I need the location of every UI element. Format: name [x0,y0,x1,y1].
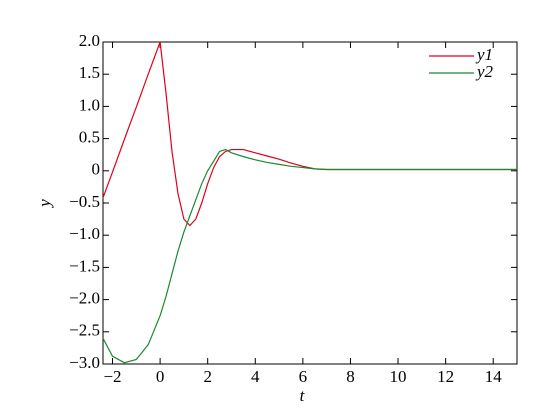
y-tick-label: 1.0 [79,95,100,114]
y-tick-label: 1.5 [79,63,100,82]
x-tick-label: −2 [103,367,121,386]
x-tick-label: 4 [251,367,260,386]
y-tick-label: −3.0 [69,353,100,372]
x-tick-label: 12 [437,367,454,386]
y-tick-label: −1.0 [69,224,100,243]
y-tick-label: −0.5 [69,192,100,211]
x-tick-label: 0 [156,367,165,386]
y-tick-label: −2.0 [69,289,100,308]
y-axis-label: y [35,199,54,209]
x-tick-label: 14 [485,367,503,386]
x-tick-label: 6 [299,367,308,386]
x-axis-label: t [300,386,306,405]
legend-label: y2 [475,62,494,81]
series-line [102,41,517,227]
x-tick-label: 2 [203,367,212,386]
x-tick-label: 8 [346,367,355,386]
series-line [102,148,517,364]
y-tick-label: 0.5 [79,128,100,147]
legend-label: y1 [475,45,493,64]
y-tick-label: 0 [92,160,101,179]
y-tick-label: 2.0 [79,31,100,50]
x-tick-label: 10 [390,367,407,386]
y-tick-label: −1.5 [69,256,100,275]
y-tick-label: −2.5 [69,321,100,340]
